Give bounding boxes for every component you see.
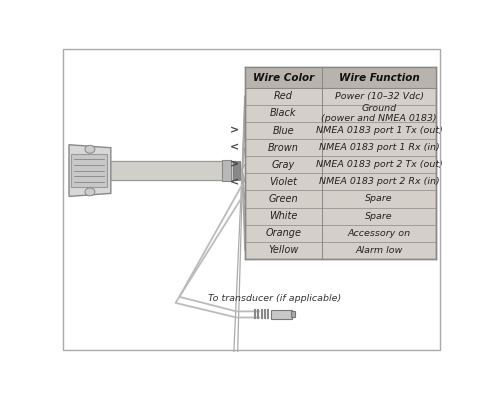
- Text: Yellow: Yellow: [268, 245, 299, 255]
- Bar: [271, 310, 292, 319]
- Text: Alarm low: Alarm low: [355, 246, 403, 255]
- Bar: [291, 311, 296, 318]
- Text: Wire Color: Wire Color: [253, 73, 314, 83]
- Text: <: <: [230, 177, 239, 187]
- Text: Power (10–32 Vdc): Power (10–32 Vdc): [334, 92, 424, 101]
- Text: Green: Green: [269, 194, 298, 204]
- Text: Spare: Spare: [365, 212, 393, 220]
- Text: Orange: Orange: [266, 228, 301, 238]
- Text: White: White: [269, 211, 298, 221]
- Bar: [222, 160, 231, 181]
- Text: NMEA 0183 port 1 Tx (out): NMEA 0183 port 1 Tx (out): [316, 126, 442, 135]
- Text: >: >: [230, 160, 239, 170]
- Text: Spare: Spare: [365, 194, 393, 203]
- Text: Blue: Blue: [273, 126, 294, 135]
- Text: To transducer (if applicable): To transducer (if applicable): [208, 295, 341, 303]
- Text: Black: Black: [270, 109, 297, 118]
- Circle shape: [85, 145, 95, 153]
- Text: Ground
(power and NMEA 0183): Ground (power and NMEA 0183): [321, 104, 437, 123]
- Text: Brown: Brown: [268, 143, 299, 153]
- Text: Gray: Gray: [272, 160, 295, 170]
- Bar: [245, 67, 436, 88]
- Text: NMEA 0183 port 2 Rx (in): NMEA 0183 port 2 Rx (in): [319, 177, 439, 186]
- Polygon shape: [69, 145, 111, 196]
- Text: NMEA 0183 port 2 Tx (out): NMEA 0183 port 2 Tx (out): [316, 160, 442, 169]
- Text: Red: Red: [274, 91, 293, 102]
- Text: NMEA 0183 port 1 Rx (in): NMEA 0183 port 1 Rx (in): [319, 143, 439, 152]
- Bar: [245, 67, 436, 259]
- Circle shape: [85, 188, 95, 196]
- Bar: [71, 154, 107, 187]
- Text: Wire Function: Wire Function: [339, 73, 419, 83]
- Text: Violet: Violet: [270, 177, 298, 187]
- Text: >: >: [230, 126, 239, 135]
- Text: <: <: [230, 143, 239, 153]
- Bar: [233, 162, 240, 180]
- Text: Accessory on: Accessory on: [348, 229, 410, 238]
